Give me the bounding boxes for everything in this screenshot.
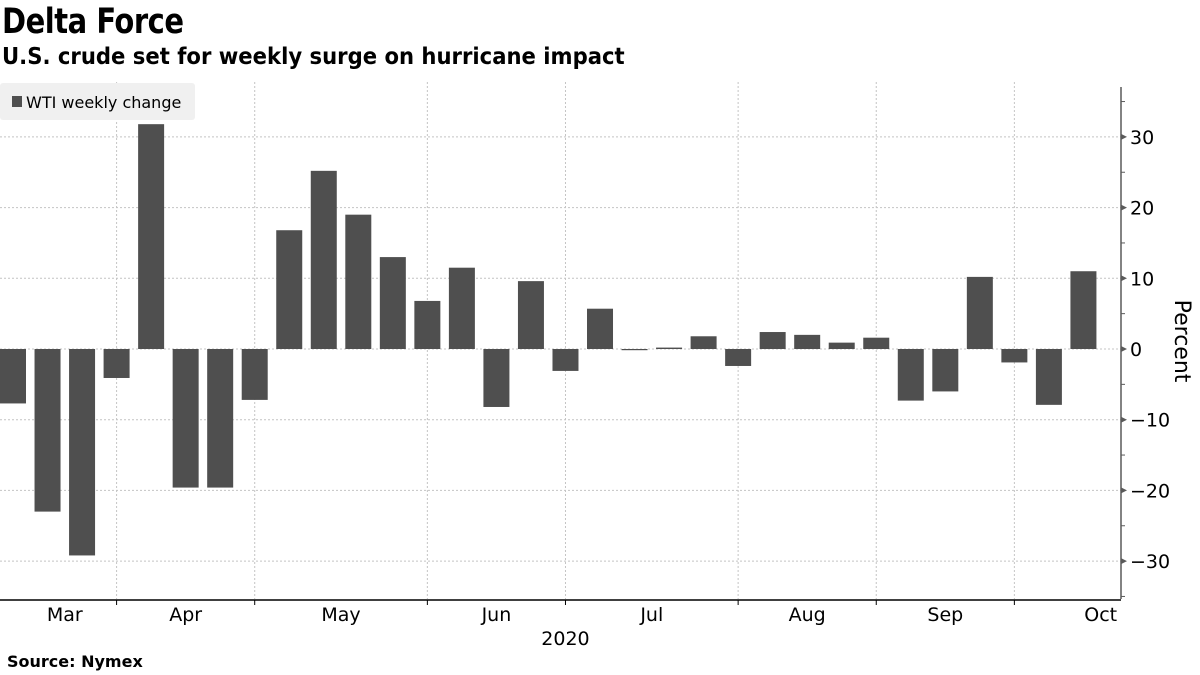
bar	[932, 349, 959, 392]
bar	[656, 347, 683, 349]
y-tick-mark	[1121, 416, 1127, 423]
y-tick-mark	[1121, 204, 1127, 211]
y-tick-mark	[1121, 346, 1127, 352]
x-tick-label: Aug	[789, 604, 826, 626]
y-tick-label: −20	[1130, 480, 1170, 502]
x-tick-label: Jul	[639, 604, 663, 626]
y-tick-label: 20	[1130, 198, 1154, 220]
bar	[34, 349, 61, 512]
bar	[1035, 349, 1062, 405]
y-tick-label: 10	[1130, 268, 1154, 290]
bar	[1070, 271, 1097, 349]
x-tick-label: Mar	[47, 604, 83, 626]
chart-subtitle: U.S. crude set for weekly surge on hurri…	[2, 44, 625, 70]
bar	[725, 349, 752, 366]
bar	[1001, 349, 1028, 363]
y-tick-label: 30	[1130, 127, 1154, 149]
bars	[0, 124, 1097, 556]
y-tick-mark	[1121, 275, 1127, 282]
bar	[759, 332, 786, 349]
bar	[103, 349, 130, 378]
y-tick-mark	[1121, 558, 1127, 565]
x-tick-label: Jun	[481, 604, 512, 626]
y-axis-title: Percent	[1169, 300, 1194, 383]
bar	[690, 336, 717, 349]
bar	[0, 349, 26, 404]
bar	[207, 349, 234, 488]
chart-title: Delta Force	[2, 2, 184, 42]
y-tick-label: 0	[1130, 339, 1142, 361]
bar	[621, 349, 648, 351]
bar	[241, 349, 268, 400]
bar	[897, 349, 924, 401]
bar	[966, 276, 993, 349]
x-tick-label: Oct	[1084, 604, 1117, 626]
y-tick-label: −30	[1130, 551, 1170, 573]
axes: −30 −20 −10 0 10 20 30 Mar Apr May Jun Jul Aug Sep Oct…	[0, 87, 1170, 650]
bar	[172, 349, 199, 488]
legend-swatch-wti	[12, 96, 22, 107]
legend-background	[0, 83, 195, 120]
gridlines	[0, 82, 1121, 599]
legend-label-wti: WTI weekly change	[26, 93, 181, 112]
bar	[794, 334, 821, 349]
y-tick-mark	[1121, 133, 1127, 140]
bar	[69, 349, 96, 556]
legend: WTI weekly change	[0, 83, 195, 120]
x-year-label: 2020	[541, 628, 589, 650]
bar	[138, 124, 165, 349]
bar	[587, 308, 614, 349]
bar	[414, 300, 441, 349]
x-tick-label: May	[321, 604, 360, 626]
bar	[517, 281, 544, 349]
bar	[310, 170, 337, 349]
x-tick-label: Sep	[927, 604, 963, 626]
bar	[448, 267, 475, 349]
bar	[483, 349, 510, 407]
bar	[552, 349, 579, 371]
bar	[828, 342, 855, 349]
bar	[276, 230, 303, 349]
y-tick-mark	[1121, 487, 1127, 494]
bar	[379, 257, 406, 349]
bar	[863, 337, 890, 349]
y-tick-label: −10	[1130, 410, 1170, 432]
bar	[345, 214, 372, 349]
source-note: Source: Nymex	[7, 652, 143, 671]
x-tick-label: Apr	[169, 604, 202, 626]
